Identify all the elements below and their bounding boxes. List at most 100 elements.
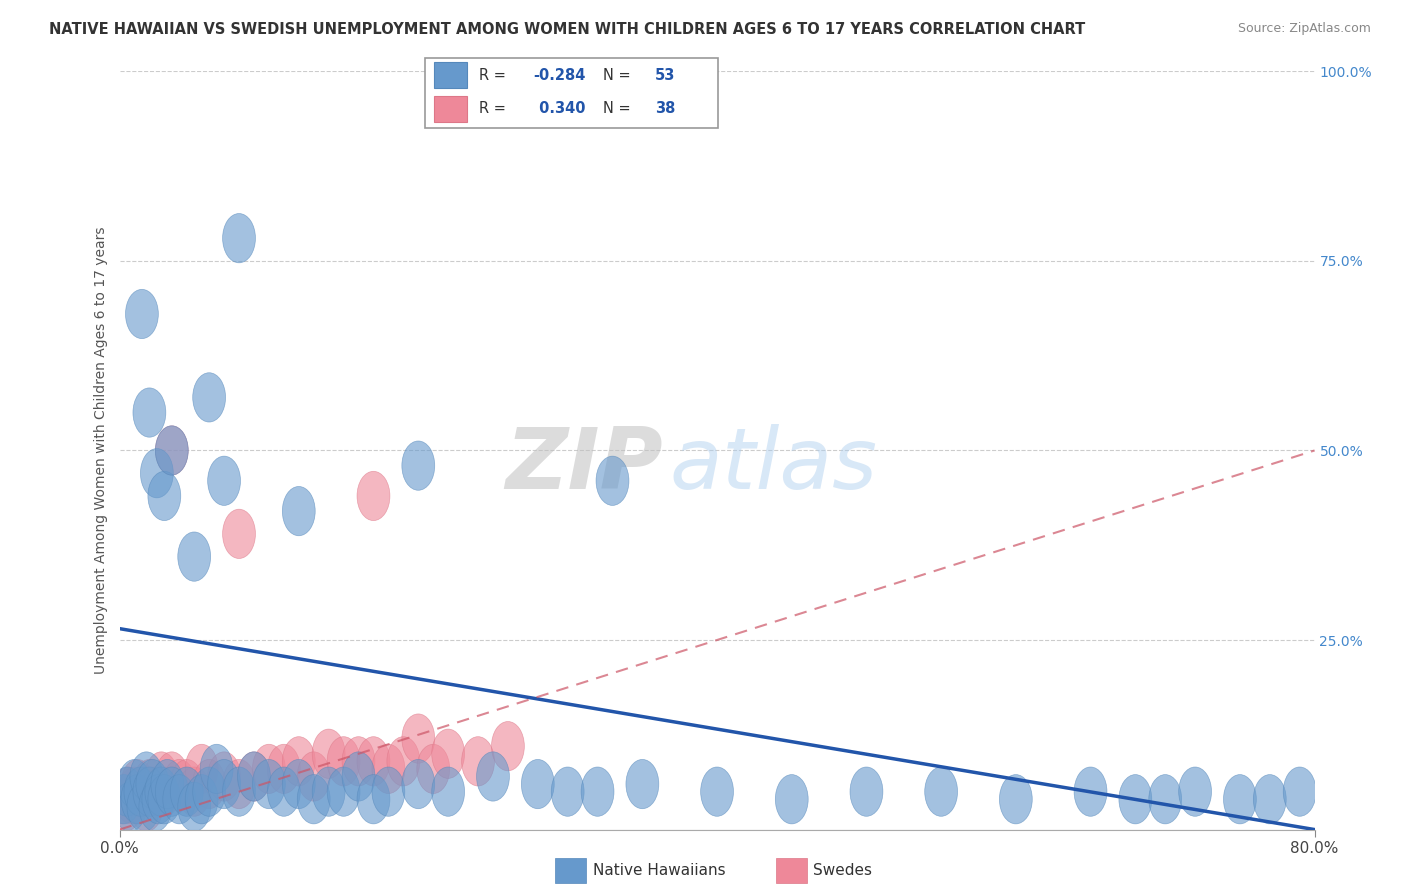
Ellipse shape (186, 774, 218, 824)
Ellipse shape (851, 767, 883, 816)
Ellipse shape (775, 774, 808, 824)
Ellipse shape (267, 744, 301, 794)
Ellipse shape (163, 759, 195, 809)
Ellipse shape (156, 425, 188, 475)
Ellipse shape (114, 782, 146, 831)
Ellipse shape (328, 737, 360, 786)
Ellipse shape (267, 767, 301, 816)
Ellipse shape (551, 767, 583, 816)
Ellipse shape (522, 759, 554, 809)
Text: atlas: atlas (669, 424, 877, 508)
Ellipse shape (312, 767, 344, 816)
Ellipse shape (222, 509, 256, 558)
Ellipse shape (118, 767, 150, 816)
FancyBboxPatch shape (425, 58, 718, 128)
Ellipse shape (148, 471, 181, 521)
Ellipse shape (105, 774, 139, 824)
Text: Source: ZipAtlas.com: Source: ZipAtlas.com (1237, 22, 1371, 36)
Ellipse shape (115, 774, 148, 824)
Ellipse shape (208, 752, 240, 801)
Ellipse shape (342, 737, 375, 786)
Ellipse shape (238, 752, 270, 801)
Ellipse shape (156, 767, 188, 816)
Ellipse shape (357, 471, 389, 521)
Ellipse shape (477, 752, 509, 801)
Ellipse shape (145, 767, 177, 816)
Ellipse shape (129, 782, 163, 831)
Ellipse shape (121, 759, 153, 809)
Ellipse shape (177, 532, 211, 582)
Ellipse shape (402, 759, 434, 809)
Ellipse shape (193, 759, 225, 809)
Ellipse shape (145, 752, 177, 801)
Text: NATIVE HAWAIIAN VS SWEDISH UNEMPLOYMENT AMONG WOMEN WITH CHILDREN AGES 6 TO 17 Y: NATIVE HAWAIIAN VS SWEDISH UNEMPLOYMENT … (49, 22, 1085, 37)
Ellipse shape (121, 774, 153, 824)
Ellipse shape (297, 752, 330, 801)
Ellipse shape (342, 752, 375, 801)
FancyBboxPatch shape (434, 62, 467, 87)
Text: Native Hawaiians: Native Hawaiians (593, 863, 725, 878)
Ellipse shape (134, 388, 166, 437)
Ellipse shape (1149, 774, 1181, 824)
Ellipse shape (142, 774, 174, 824)
Ellipse shape (387, 737, 420, 786)
Ellipse shape (118, 759, 150, 809)
Ellipse shape (626, 759, 659, 809)
Text: N =: N = (603, 68, 636, 83)
Ellipse shape (357, 737, 389, 786)
Ellipse shape (222, 759, 256, 809)
Text: R =: R = (479, 68, 510, 83)
Ellipse shape (1284, 767, 1316, 816)
Ellipse shape (432, 729, 464, 779)
Ellipse shape (193, 373, 225, 422)
Ellipse shape (134, 767, 166, 816)
Ellipse shape (177, 782, 211, 831)
Ellipse shape (112, 767, 145, 816)
Ellipse shape (581, 767, 614, 816)
Ellipse shape (110, 782, 142, 831)
Ellipse shape (700, 767, 734, 816)
Ellipse shape (125, 289, 159, 339)
Ellipse shape (373, 744, 405, 794)
Ellipse shape (136, 767, 169, 816)
Ellipse shape (148, 767, 181, 816)
Ellipse shape (170, 759, 204, 809)
Ellipse shape (253, 759, 285, 809)
Ellipse shape (402, 714, 434, 764)
Ellipse shape (107, 774, 141, 824)
Ellipse shape (200, 744, 233, 794)
Ellipse shape (111, 767, 143, 816)
Ellipse shape (283, 759, 315, 809)
Ellipse shape (416, 744, 450, 794)
Ellipse shape (127, 782, 160, 831)
Ellipse shape (156, 425, 188, 475)
Ellipse shape (596, 456, 628, 506)
Ellipse shape (283, 486, 315, 536)
Text: 38: 38 (655, 102, 675, 116)
Ellipse shape (297, 774, 330, 824)
Ellipse shape (222, 767, 256, 816)
Ellipse shape (238, 752, 270, 801)
Text: ZIP: ZIP (506, 424, 664, 508)
Ellipse shape (1223, 774, 1257, 824)
Ellipse shape (129, 752, 163, 801)
Ellipse shape (134, 759, 166, 809)
Ellipse shape (461, 737, 495, 786)
Text: R =: R = (479, 102, 510, 116)
Text: Swedes: Swedes (813, 863, 872, 878)
Ellipse shape (163, 774, 195, 824)
Ellipse shape (253, 744, 285, 794)
Ellipse shape (492, 722, 524, 771)
Ellipse shape (136, 759, 169, 809)
Ellipse shape (1178, 767, 1212, 816)
Ellipse shape (925, 767, 957, 816)
Ellipse shape (208, 759, 240, 809)
Ellipse shape (328, 767, 360, 816)
Y-axis label: Unemployment Among Women with Children Ages 6 to 17 years: Unemployment Among Women with Children A… (94, 227, 108, 674)
Ellipse shape (124, 774, 157, 824)
Ellipse shape (141, 449, 173, 498)
Text: -0.284: -0.284 (534, 68, 586, 83)
Ellipse shape (208, 456, 240, 506)
Ellipse shape (312, 729, 344, 779)
Ellipse shape (1119, 774, 1152, 824)
